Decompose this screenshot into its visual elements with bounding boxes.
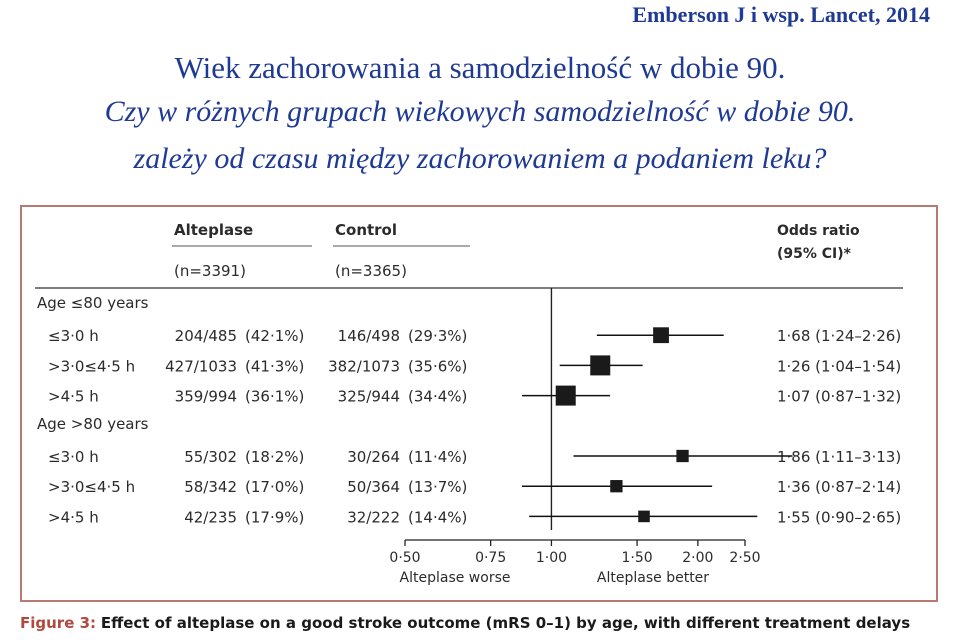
- control-pct: (34·4%): [408, 388, 467, 406]
- row-label: >3·0≤4·5 h: [48, 357, 135, 375]
- control-count: 32/222: [347, 508, 400, 526]
- control-header: Control: [335, 221, 397, 239]
- or-value: 1·26 (1·04–1·54): [777, 357, 901, 375]
- or-value: 1·86 (1·11–3·13): [777, 448, 901, 466]
- control-count: 50/364: [347, 478, 400, 496]
- group-label: Age ≤80 years: [37, 294, 149, 312]
- alteplase-count: 427/1033: [165, 357, 237, 375]
- figure-caption: Figure 3: Effect of alteplase on a good …: [20, 614, 910, 632]
- estimate-square: [676, 449, 689, 463]
- figure-frame: [20, 205, 938, 602]
- or-value: 1·55 (0·90–2·65): [777, 508, 901, 526]
- or-header: Odds ratio: [777, 223, 860, 239]
- or-header-ci: (95% CI)*: [777, 246, 852, 262]
- alteplase-count: 58/342: [184, 478, 237, 496]
- x-tick-label: 2·50: [729, 550, 760, 566]
- control-pct: (29·3%): [408, 327, 467, 345]
- slide-title: Wiek zachorowania a samodzielność w dobi…: [174, 50, 786, 85]
- slide-question-line1: Czy w różnych grupach wiekowych samodzie…: [104, 95, 856, 128]
- x-tick-label: 1·00: [536, 550, 567, 566]
- alteplase-pct: (36·1%): [245, 388, 304, 406]
- control-pct: (14·4%): [408, 508, 467, 526]
- caption-text: Effect of alteplase on a good stroke out…: [100, 614, 911, 632]
- control-pct: (11·4%): [408, 448, 467, 466]
- estimate-square: [653, 327, 669, 344]
- control-pct: (35·6%): [408, 357, 467, 375]
- alteplase-count: 42/235: [184, 508, 237, 526]
- x-tick-label: 2·00: [682, 550, 713, 566]
- estimate-square: [638, 510, 650, 523]
- alteplase-header: Alteplase: [174, 221, 253, 239]
- alteplase-pct: (17·0%): [245, 478, 304, 496]
- or-value: 1·68 (1·24–2·26): [777, 327, 901, 345]
- x-tick-label: 0·50: [389, 550, 420, 566]
- control-count: 30/264: [347, 448, 400, 466]
- xlabel-worse: Alteplase worse: [400, 570, 511, 586]
- control-pct: (13·7%): [408, 478, 467, 496]
- row-label: ≤3·0 h: [48, 448, 99, 466]
- estimate-square: [555, 385, 576, 406]
- or-value: 1·07 (0·87–1·32): [777, 388, 901, 406]
- estimate-square: [610, 480, 623, 493]
- or-value: 1·36 (0·87–2·14): [777, 478, 901, 496]
- alteplase-count: 204/485: [175, 327, 237, 345]
- row-label: >4·5 h: [48, 388, 99, 406]
- estimate-square: [590, 355, 611, 376]
- control-count: 146/498: [338, 327, 400, 345]
- alteplase-pct: (41·3%): [245, 357, 304, 375]
- group-label: Age >80 years: [37, 415, 149, 433]
- control-count: 382/1073: [328, 357, 400, 375]
- xlabel-better: Alteplase better: [597, 570, 709, 586]
- citation: Emberson J i wsp. Lancet, 2014: [632, 2, 930, 27]
- x-tick-label: 0·75: [475, 550, 506, 566]
- control-n: (n=3365): [335, 262, 407, 280]
- caption-label: Figure 3:: [20, 614, 97, 632]
- row-label: >4·5 h: [48, 508, 99, 526]
- x-tick-label: 1·50: [622, 550, 653, 566]
- alteplase-pct: (17·9%): [245, 508, 304, 526]
- slide-question-line2: zależy od czasu między zachorowaniem a p…: [133, 142, 827, 175]
- row-label: ≤3·0 h: [48, 327, 99, 345]
- alteplase-n: (n=3391): [174, 262, 246, 280]
- alteplase-pct: (42·1%): [245, 327, 304, 345]
- control-count: 325/944: [338, 388, 400, 406]
- row-label: >3·0≤4·5 h: [48, 478, 135, 496]
- alteplase-pct: (18·2%): [245, 448, 304, 466]
- alteplase-count: 359/994: [175, 388, 237, 406]
- alteplase-count: 55/302: [184, 448, 237, 466]
